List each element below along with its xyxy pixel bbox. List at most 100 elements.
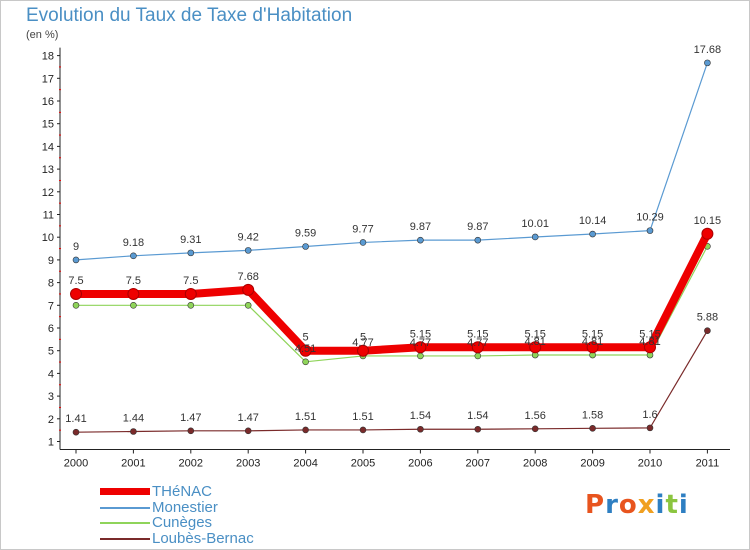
series-3-point xyxy=(302,426,309,434)
series-3-point xyxy=(72,428,80,436)
chart-data-labels: 7.5 7.5 7.5 7.68 5 5 5.15 5.15 5.15 5.15 5.15 10.15… xyxy=(65,44,721,425)
series-2-point xyxy=(130,301,137,309)
series-1-point xyxy=(646,227,654,234)
series-3-point xyxy=(187,427,195,435)
legend-label-thenac: THéNAC xyxy=(152,483,213,500)
series-3-data-label: 1.47 xyxy=(237,412,258,424)
series-3-point xyxy=(646,424,654,432)
y-tick-label: 9 xyxy=(48,255,54,267)
series-3-data-label: 1.47 xyxy=(180,412,201,424)
series-0-point xyxy=(242,283,255,296)
series-2-data-label: 4.77 xyxy=(410,337,431,349)
x-tick-label: 2010 xyxy=(638,458,662,470)
series-0-data-label: 5 xyxy=(303,332,309,344)
x-tick-label: 2011 xyxy=(696,458,720,470)
y-tick-label: 10 xyxy=(42,232,54,244)
series-line-2 xyxy=(76,245,708,363)
chart-subtitle: (en %) xyxy=(26,29,59,41)
chart-series xyxy=(70,59,714,436)
series-1-data-label: 17.68 xyxy=(694,44,722,56)
series-0-point xyxy=(586,341,599,354)
series-1-point xyxy=(130,252,137,260)
y-tick-label: 16 xyxy=(42,96,54,108)
series-1-point xyxy=(704,59,711,67)
logo-letter: t xyxy=(665,490,679,520)
series-1-point xyxy=(417,236,424,244)
series-3-point xyxy=(244,427,252,435)
y-tick-label: 3 xyxy=(48,391,54,403)
series-3-data-label: 1.41 xyxy=(65,413,86,425)
series-2-data-label: 4.81 xyxy=(582,336,603,348)
series-0-point xyxy=(70,287,82,300)
x-tick-label: 2003 xyxy=(236,458,260,470)
series-3-point xyxy=(704,327,711,335)
legend-item-thenac: THéNAC xyxy=(100,484,320,499)
series-3-data-label: 1.54 xyxy=(410,410,431,422)
series-1-data-label: 9.87 xyxy=(410,221,431,233)
y-tick-label: 7 xyxy=(48,300,54,312)
series-3-data-label: 1.58 xyxy=(582,409,603,421)
y-tick-label: 12 xyxy=(42,187,54,199)
legend-swatch-cuneges xyxy=(100,522,150,524)
series-1-point xyxy=(72,256,80,264)
x-tick-label: 2005 xyxy=(351,458,375,470)
series-2-point xyxy=(187,301,195,309)
series-2-data-label: 4.77 xyxy=(467,337,488,349)
legend-label-cuneges: Cunèges xyxy=(152,514,213,531)
series-0-data-label: 7.5 xyxy=(183,275,198,287)
series-0-data-label: 5.15 xyxy=(467,328,488,340)
series-1-data-label: 9.59 xyxy=(295,228,316,240)
series-2-data-label: 4.77 xyxy=(352,337,373,349)
series-1-data-label: 9.18 xyxy=(123,237,144,249)
series-1-data-label: 9 xyxy=(73,241,79,253)
legend-item-monestier: Monestier xyxy=(100,500,320,515)
series-1-point xyxy=(474,236,482,244)
series-0-data-label: 7.5 xyxy=(126,275,141,287)
y-tick-label: 6 xyxy=(48,323,54,335)
y-tick-label: 5 xyxy=(48,346,54,358)
series-2-point xyxy=(244,301,252,309)
series-0-point xyxy=(701,227,714,240)
series-3-data-label: 1.51 xyxy=(352,411,373,423)
y-tick-label: 14 xyxy=(42,141,54,153)
series-1-data-label: 10.01 xyxy=(521,218,549,230)
logo-letter: x xyxy=(637,490,656,520)
series-0-data-label: 7.68 xyxy=(237,271,258,283)
series-3-data-label: 1.56 xyxy=(524,410,545,422)
y-tick-label: 13 xyxy=(42,164,54,176)
y-tick-label: 15 xyxy=(42,119,54,131)
legend-swatch-monestier xyxy=(100,507,150,509)
y-tick-label: 8 xyxy=(48,278,54,290)
series-0-data-label: 5 xyxy=(360,332,366,344)
series-0-data-label: 5.15 xyxy=(639,328,660,340)
series-2-data-label: 4.81 xyxy=(524,336,545,348)
x-tick-label: 2004 xyxy=(293,458,317,470)
series-line-1 xyxy=(75,62,708,261)
series-3-point xyxy=(130,428,137,435)
legend-label-loubes-bernac: Loubès-Bernac xyxy=(152,530,254,547)
series-0-point xyxy=(127,287,140,300)
logo-letter: r xyxy=(605,490,619,520)
series-2-data-label: 4.81 xyxy=(639,336,660,348)
series-0-point xyxy=(529,341,542,354)
x-tick-label: 2007 xyxy=(466,458,490,470)
series-1-point xyxy=(531,233,539,241)
logo-letter: i xyxy=(655,490,666,520)
logo-letter: o xyxy=(618,490,638,520)
series-1-data-label: 9.31 xyxy=(180,234,201,246)
logo-letter: P xyxy=(585,490,606,520)
series-1-point xyxy=(359,239,367,246)
y-tick-label: 11 xyxy=(43,210,54,222)
x-tick-label: 2000 xyxy=(64,458,88,470)
x-tick-label: 2006 xyxy=(408,458,432,470)
series-0-point xyxy=(357,344,369,357)
legend-label-monestier: Monestier xyxy=(152,499,218,516)
series-3-data-label: 1.6 xyxy=(642,409,657,421)
x-tick-label: 2001 xyxy=(121,458,145,470)
series-1-data-label: 10.14 xyxy=(579,215,607,227)
series-0-data-label: 7.5 xyxy=(68,275,83,287)
series-line-3 xyxy=(75,330,708,433)
series-3-data-label: 1.54 xyxy=(467,410,488,422)
